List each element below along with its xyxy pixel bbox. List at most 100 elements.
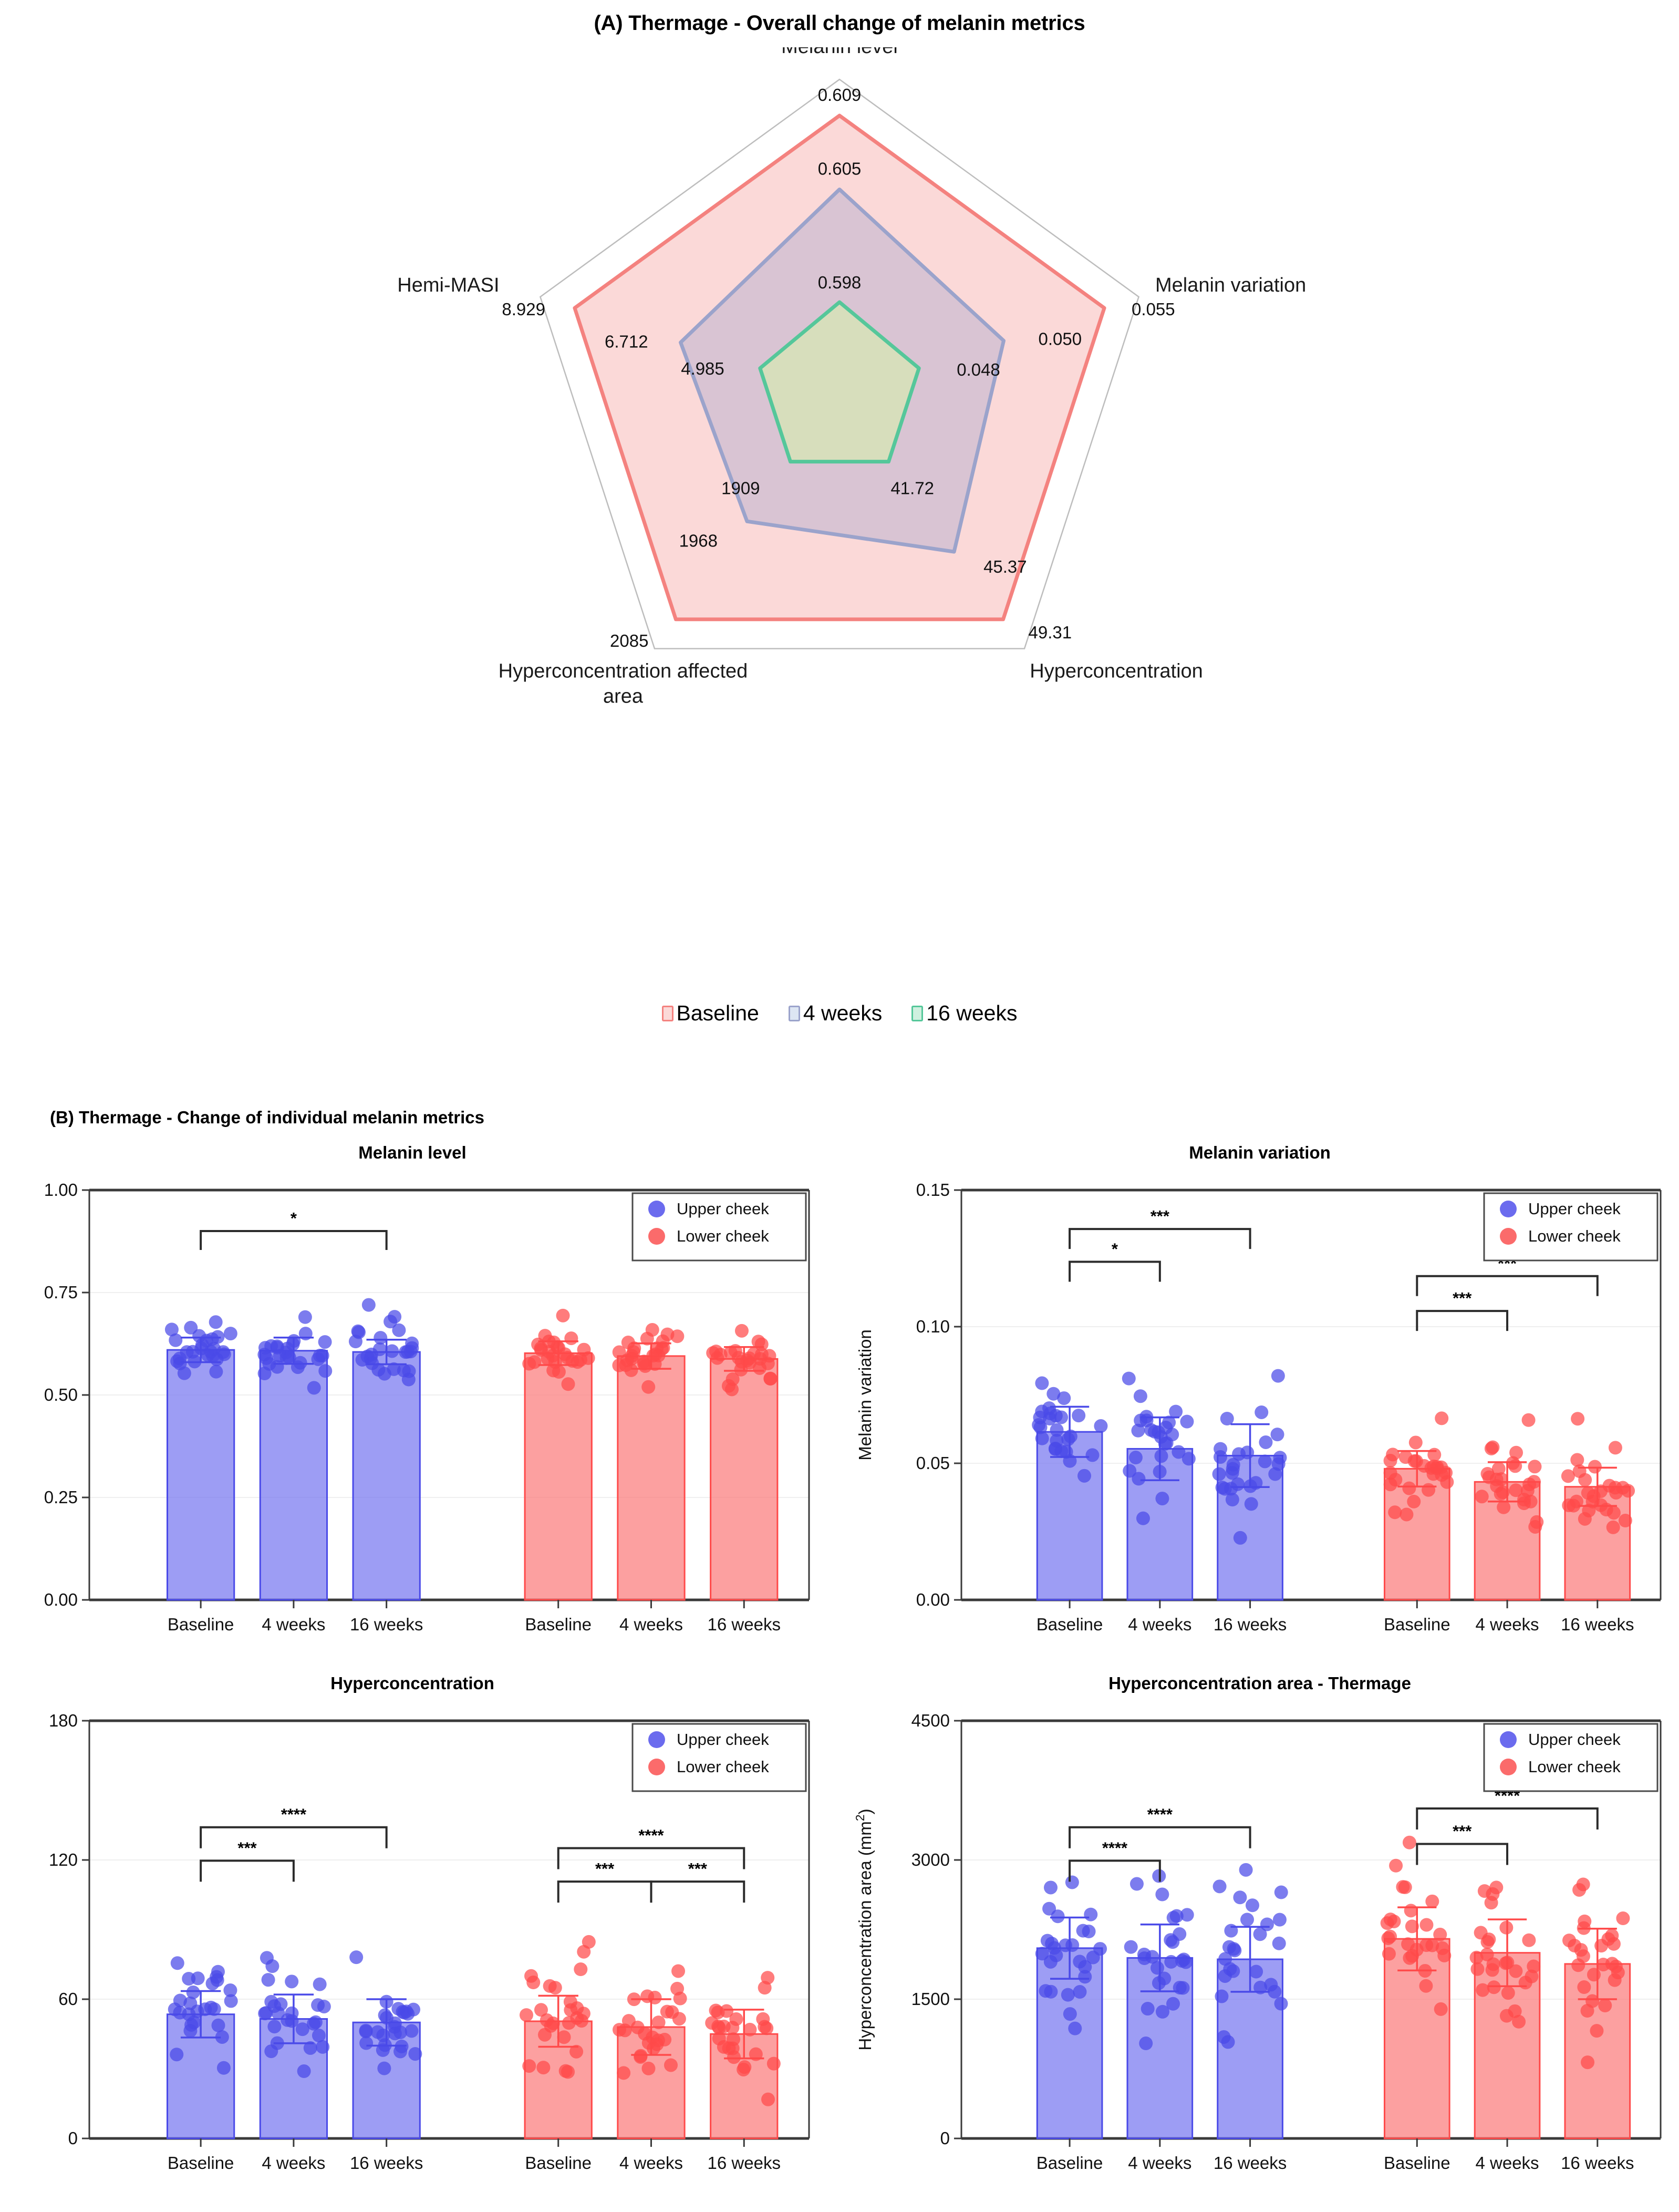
data-point xyxy=(198,2002,212,2017)
data-point xyxy=(1136,1511,1150,1525)
svg-text:Melanin variation: Melanin variation xyxy=(855,1329,875,1460)
data-point xyxy=(664,2058,678,2072)
data-point xyxy=(1239,1863,1253,1877)
data-point xyxy=(1587,1968,1601,1982)
data-point xyxy=(1497,1500,1511,1514)
significance-bracket xyxy=(1416,1843,1509,1865)
subplot-melanin-variation: Melanin variation 0.15 0.10 0.05 0.00 Melani… xyxy=(841,1143,1679,1673)
data-point xyxy=(170,1956,184,1970)
data-point xyxy=(1609,1959,1623,1973)
data-point xyxy=(348,1335,362,1349)
bar xyxy=(1383,1938,1450,2139)
data-point xyxy=(315,1348,329,1362)
x-tick-label: 16 weeks xyxy=(1561,1615,1634,1634)
data-point xyxy=(1123,1464,1137,1478)
radar-value-label: 45.37 xyxy=(983,557,1027,576)
data-point xyxy=(1260,1917,1274,1931)
data-point xyxy=(1233,1531,1247,1545)
data-point xyxy=(1243,1479,1258,1493)
subplot-melanin-level: Melanin level 1.00 0.75 0.50 0.25 0.00 Baseli… xyxy=(0,1143,825,1673)
data-point xyxy=(519,2008,533,2022)
data-point xyxy=(1482,1932,1496,1947)
data-point xyxy=(1482,1470,1496,1484)
svg-text:Hyperconcentration: Hyperconcentration xyxy=(1030,660,1203,683)
radar-legend-item-4-weeks: 4 weeks xyxy=(788,1001,882,1026)
data-point xyxy=(634,2049,648,2063)
data-point xyxy=(1387,1915,1401,1929)
data-point xyxy=(172,1351,186,1366)
x-tick-label: 16 weeks xyxy=(708,2153,781,2173)
radar-value-label: 0.605 xyxy=(818,159,862,178)
svg-text:Hyperconcentration affected: Hyperconcentration affected xyxy=(499,660,748,683)
radar-series-16-weeks xyxy=(758,300,921,464)
bar xyxy=(352,1351,421,1601)
data-point xyxy=(312,2029,326,2043)
legend-dot-icon xyxy=(648,1228,665,1245)
data-point xyxy=(216,2061,231,2075)
data-point xyxy=(1602,1479,1616,1493)
data-point xyxy=(1577,1980,1591,1994)
data-point xyxy=(1050,1433,1064,1448)
data-point xyxy=(1522,1933,1536,1947)
data-point xyxy=(1139,2037,1153,2051)
radar-legend-item-16-weeks: 16 weeks xyxy=(911,1001,1017,1026)
data-point xyxy=(1085,1448,1100,1462)
data-point xyxy=(1139,1410,1154,1424)
data-point xyxy=(1035,1947,1049,1961)
subplot-title: Hyperconcentration xyxy=(330,1673,494,1693)
data-point xyxy=(374,1331,388,1345)
data-point xyxy=(1587,1489,1601,1503)
data-point xyxy=(641,2061,656,2075)
data-point xyxy=(1225,1493,1239,1507)
data-point xyxy=(265,1959,279,1973)
data-point xyxy=(1606,1520,1620,1534)
data-point xyxy=(285,1975,299,1989)
data-point xyxy=(1215,1989,1229,2003)
data-point xyxy=(1059,1938,1073,1952)
data-point xyxy=(318,1364,333,1378)
radar-legend-item-baseline: Baseline xyxy=(661,1001,759,1026)
data-point xyxy=(188,1355,202,1369)
data-point xyxy=(1487,1980,1501,1994)
data-point xyxy=(1578,1473,1592,1487)
data-point xyxy=(1145,1950,1159,1964)
data-point xyxy=(1153,1465,1167,1479)
data-point xyxy=(1159,1420,1173,1434)
data-point xyxy=(1169,1909,1184,1923)
data-point xyxy=(1147,1424,1162,1439)
data-point xyxy=(1035,1431,1049,1445)
data-point xyxy=(1245,1898,1259,1913)
data-point xyxy=(561,2065,575,2079)
data-point xyxy=(385,1344,399,1358)
legend-swatch-icon xyxy=(788,1005,800,1021)
data-point xyxy=(571,1355,585,1369)
data-point xyxy=(1435,1411,1449,1425)
significance-bracket xyxy=(1069,1826,1251,1848)
data-point xyxy=(766,2056,781,2071)
data-point xyxy=(261,1973,275,1987)
data-point xyxy=(1605,1928,1619,1942)
data-point xyxy=(1220,1411,1234,1425)
data-point xyxy=(209,1315,223,1329)
x-tick-label: 4 weeks xyxy=(1476,1615,1539,1634)
data-point xyxy=(1400,1507,1414,1522)
radar-svg: Melanin level Melanin variation Hyperconce… xyxy=(397,47,1306,708)
data-point xyxy=(1073,1985,1087,1999)
data-point xyxy=(267,2020,282,2034)
data-point xyxy=(1382,1947,1396,1961)
data-point xyxy=(379,1994,393,2009)
data-point xyxy=(216,1345,230,1359)
radar-axis-label: Hyperconcentration affected area xyxy=(499,660,748,708)
data-point xyxy=(1509,1445,1523,1460)
radar-value-label: 1968 xyxy=(679,531,718,550)
radar-value-label: 6.712 xyxy=(605,332,648,352)
data-point xyxy=(377,2061,391,2075)
data-point xyxy=(1594,1939,1609,1953)
data-point xyxy=(1425,1894,1439,1908)
data-point xyxy=(709,1345,723,1359)
data-point xyxy=(534,2003,548,2017)
data-point xyxy=(1050,1423,1064,1437)
y-tick-label: 0.10 xyxy=(916,1317,950,1336)
data-point xyxy=(1253,1980,1268,1994)
data-point xyxy=(1419,1979,1433,1993)
